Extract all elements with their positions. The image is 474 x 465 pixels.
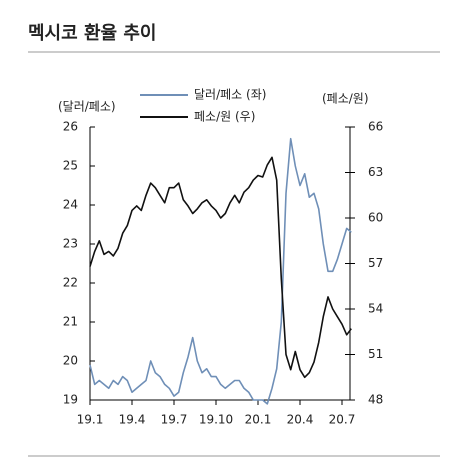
chart-title: 멕시코 환율 추이	[28, 22, 156, 44]
y-tick-label: 24	[63, 198, 78, 212]
y2-tick-label: 60	[368, 211, 383, 225]
y2-axis-label: (페소/원)	[322, 92, 369, 106]
y2-tick-label: 57	[368, 256, 383, 270]
y2-tick-label: 51	[368, 347, 383, 361]
series-line	[89, 156, 352, 379]
x-tick-label: 20.7	[329, 413, 356, 427]
x-tick-label: 20.4	[287, 413, 314, 427]
y2-tick-label: 48	[368, 393, 383, 407]
x-tick-label: 19.7	[161, 413, 188, 427]
y-tick-label: 22	[63, 276, 78, 290]
y-tick-label: 25	[63, 159, 78, 173]
y2-tick-label: 66	[368, 120, 383, 134]
legend-label: 페소/원 (우)	[194, 110, 255, 124]
y-tick-label: 26	[63, 120, 78, 134]
x-tick-label: 20.1	[245, 413, 272, 427]
y-axis-label: (달러/페소)	[58, 100, 116, 114]
series-line	[89, 137, 352, 405]
x-tick-label: 19.1	[77, 413, 104, 427]
y2-tick-label: 63	[368, 165, 383, 179]
y-tick-label: 19	[63, 393, 78, 407]
y-tick-label: 20	[63, 354, 78, 368]
y-tick-label: 21	[63, 315, 78, 329]
x-tick-label: 19.10	[199, 413, 233, 427]
y2-tick-label: 54	[368, 302, 383, 316]
legend-label: 달러/페소 (좌)	[194, 88, 266, 102]
y-tick-label: 23	[63, 237, 78, 251]
x-tick-label: 19.4	[119, 413, 146, 427]
